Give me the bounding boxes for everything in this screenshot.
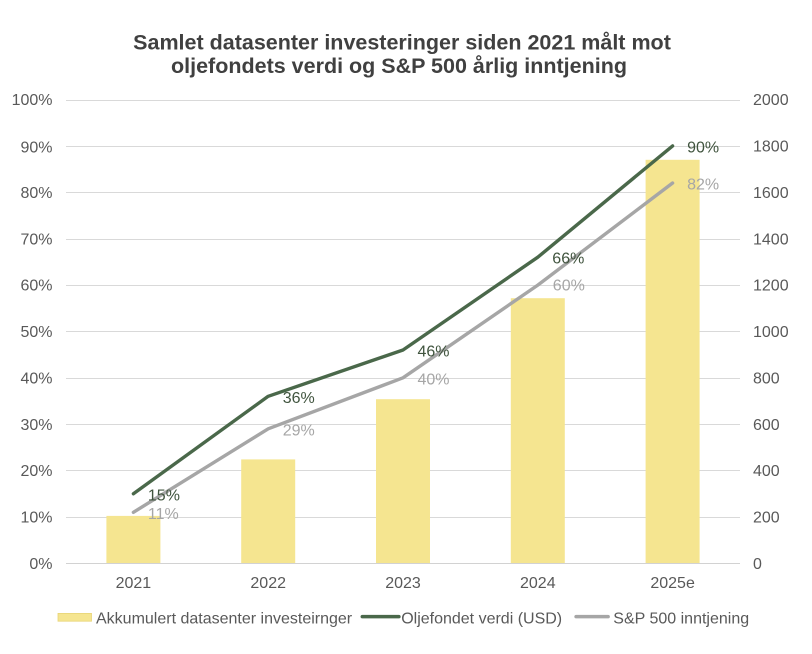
svg-text:30%: 30%: [20, 417, 52, 434]
svg-text:2021: 2021: [116, 575, 152, 592]
svg-text:2023: 2023: [385, 575, 421, 592]
svg-text:2000: 2000: [753, 92, 789, 109]
svg-text:29%: 29%: [283, 422, 315, 439]
svg-text:Akkumulert datasenter investei: Akkumulert datasenter investeirnger: [96, 611, 353, 628]
svg-text:40%: 40%: [418, 371, 450, 388]
svg-text:70%: 70%: [20, 231, 52, 248]
svg-text:100%: 100%: [12, 92, 53, 109]
svg-text:50%: 50%: [20, 324, 52, 341]
svg-text:90%: 90%: [20, 139, 52, 156]
svg-text:46%: 46%: [418, 344, 450, 361]
svg-text:36%: 36%: [283, 390, 315, 407]
svg-text:40%: 40%: [20, 371, 52, 388]
svg-text:82%: 82%: [687, 177, 719, 194]
svg-text:600: 600: [753, 417, 780, 434]
svg-text:66%: 66%: [552, 251, 584, 268]
svg-text:10%: 10%: [20, 510, 52, 527]
svg-text:60%: 60%: [553, 278, 585, 295]
svg-text:1200: 1200: [753, 278, 789, 295]
svg-text:20%: 20%: [20, 463, 52, 480]
svg-text:1400: 1400: [753, 231, 789, 248]
svg-text:90%: 90%: [687, 139, 719, 156]
svg-text:0: 0: [753, 556, 762, 573]
svg-text:Samlet datasenter investeringe: Samlet datasenter investeringer siden 20…: [133, 31, 671, 55]
svg-text:2024: 2024: [520, 575, 556, 592]
svg-text:400: 400: [753, 463, 780, 480]
svg-text:0%: 0%: [29, 556, 52, 573]
svg-text:80%: 80%: [20, 185, 52, 202]
svg-text:11%: 11%: [148, 506, 179, 523]
svg-text:1800: 1800: [753, 139, 789, 156]
svg-text:oljefondets verdi og S&P 500 å: oljefondets verdi og S&P 500 årlig inntj…: [171, 54, 627, 78]
svg-text:S&P 500 inntjening: S&P 500 inntjening: [613, 611, 749, 628]
svg-text:800: 800: [753, 371, 780, 388]
svg-text:200: 200: [753, 510, 780, 527]
svg-text:1600: 1600: [753, 185, 789, 202]
svg-text:60%: 60%: [20, 278, 52, 295]
svg-text:Oljefondet verdi (USD): Oljefondet verdi (USD): [401, 611, 562, 628]
svg-text:2025e: 2025e: [650, 575, 695, 592]
svg-text:15%: 15%: [148, 487, 180, 504]
svg-text:2022: 2022: [250, 575, 286, 592]
svg-text:1000: 1000: [753, 324, 789, 341]
